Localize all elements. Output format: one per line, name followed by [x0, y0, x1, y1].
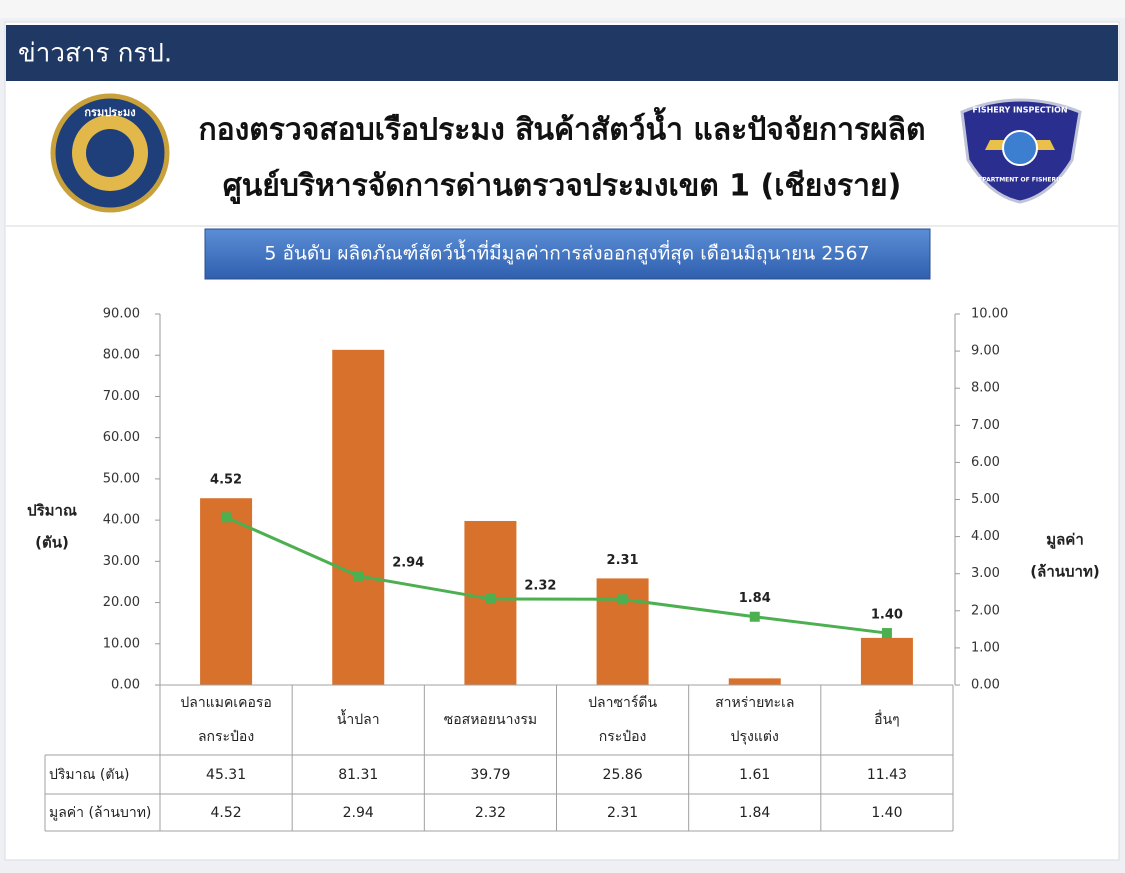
category-label: ปลาแมคเคอรอ ลกระป๋อง	[180, 695, 272, 745]
right-logo-text: FISHERY INSPECTION	[972, 106, 1067, 115]
y2-tick-label: 1.00	[971, 640, 1000, 655]
y-tick-label: 10.00	[103, 636, 140, 651]
data-label: 2.32	[524, 578, 556, 593]
table-value-box: 4.52	[210, 804, 242, 821]
right-logo: FISHERY INSPECTION DEPARTMENT OF FISHERI…	[960, 98, 1082, 204]
legend-entry: ปริมาณ (ตัน)	[49, 766, 130, 783]
y-tick-label: 60.00	[103, 430, 140, 445]
table-value-box: 45.31	[206, 766, 247, 783]
y-tick-label: 90.00	[103, 307, 140, 322]
y2-tick-label: 2.00	[971, 603, 1000, 618]
table-value: 11.43	[866, 766, 907, 783]
data-label: 1.84	[739, 591, 771, 606]
data-label: 2.94	[392, 555, 424, 570]
data-label: 4.52	[210, 473, 242, 488]
table-value-box: 1.61	[739, 766, 771, 783]
y2-tick-label: 0.00	[971, 678, 1000, 693]
table-value-box: 1.40	[871, 804, 903, 821]
bar	[860, 637, 913, 685]
table-value-box: 39.79	[470, 766, 511, 783]
category-label: สาหร่ายทะเล ปรุงแต่ง	[715, 695, 795, 745]
y-tick-label: 70.00	[103, 389, 140, 404]
data-label: 1.40	[871, 608, 903, 623]
y2-tick-label: 8.00	[971, 381, 1000, 396]
category-label: ซอสหอยนางรม	[443, 712, 538, 728]
category-label: อื่นๆ	[874, 712, 900, 728]
line-marker	[221, 512, 232, 523]
table-value: 39.79	[470, 766, 511, 783]
table-value: 2.94	[342, 804, 374, 821]
y-tick-label: 0.00	[111, 678, 140, 693]
table-value: 1.40	[871, 804, 903, 821]
table-value-box: 11.43	[866, 766, 907, 783]
y-axis-label: (ตัน)	[35, 534, 69, 552]
data-label: 2.31	[607, 553, 639, 568]
bar	[332, 349, 385, 685]
y-axis-label: ปริมาณ	[27, 502, 77, 520]
table-value: 2.31	[606, 804, 639, 821]
y-tick-label: 80.00	[103, 348, 140, 363]
category-label-box: ปลาซาร์ดีน กระป๋อง	[588, 695, 658, 745]
table-value-box: 2.94	[342, 804, 374, 821]
y2-tick-label: 10.00	[971, 307, 1008, 322]
table-value-box: 2.32	[474, 804, 506, 821]
legend-entry: มูลค่า (ล้านบาท)	[49, 804, 152, 821]
line	[225, 515, 888, 635]
line-marker	[881, 628, 892, 639]
slide-card	[4, 21, 1120, 861]
plot: 0.00 10.00 20.00 30.00 40.00 50.00 60.00 70.00 8…	[27, 307, 1100, 832]
line-marker	[485, 593, 496, 604]
chart-subtitle: ศูนย์บริหารจัดการด่านตรวจประมงเขต 1 (เชี…	[223, 169, 902, 205]
line-marker	[617, 594, 628, 605]
y2-tick-label: 4.00	[971, 529, 1000, 544]
y2-tick-label: 5.00	[971, 492, 1000, 507]
header-title: ข่าวสาร กรป.	[18, 39, 172, 69]
y-tick-label: 30.00	[103, 554, 140, 569]
top-band	[0, 0, 1125, 18]
table-value: 1.61	[739, 766, 771, 783]
category-label-box: อื่นๆ	[874, 712, 900, 728]
table-value: 2.32	[474, 804, 506, 821]
category-label-box: ปลาแมคเคอรอ ลกระป๋อง	[180, 695, 272, 745]
category-label-box: สาหร่ายทะเล ปรุงแต่ง	[715, 695, 795, 745]
category-label: น้ำปลา	[336, 712, 380, 728]
table-value-box: 81.31	[338, 766, 379, 783]
y-tick-label: 50.00	[103, 471, 140, 486]
chart-title: กองตรวจสอบเรือประมง สินค้าสัตว์น้ำ และปั…	[198, 107, 925, 148]
y2-tick-label: 9.00	[971, 344, 1000, 359]
y2-tick-label: 6.00	[971, 455, 1000, 470]
category-label-box: ซอสหอยนางรม	[443, 712, 538, 728]
table-value: 45.31	[206, 766, 247, 783]
y2-axis-label: (ล้านบาท)	[1030, 563, 1099, 581]
table-value: 25.86	[602, 766, 643, 783]
bar	[728, 678, 781, 685]
header-bar	[6, 25, 1118, 81]
line-marker	[353, 570, 364, 581]
y2-axis-label: มูลค่า	[1046, 531, 1084, 550]
category-label: ปลาซาร์ดีน กระป๋อง	[588, 695, 658, 745]
table-value-box: 1.84	[739, 804, 771, 821]
bar	[200, 498, 253, 685]
left-logo-text: กรมประมง	[84, 106, 135, 119]
legend-entry-box: มูลค่า (ล้านบาท)	[49, 804, 152, 821]
y-tick-label: 40.00	[103, 513, 140, 528]
table-value: 1.84	[739, 804, 771, 821]
category-label-box: น้ำปลา	[336, 712, 380, 728]
y-tick-label: 20.00	[103, 595, 140, 610]
legend-entry-box: ปริมาณ (ตัน)	[49, 766, 130, 783]
right-logo-text: DEPARTMENT OF FISHERIES	[973, 177, 1067, 184]
line-marker	[749, 611, 760, 622]
y2-tick-label: 7.00	[971, 418, 1000, 433]
caption-box	[204, 228, 931, 280]
y2-tick-label: 3.00	[971, 566, 1000, 581]
table-value: 4.52	[210, 804, 242, 821]
table-value-box: 2.31	[606, 804, 639, 821]
table-value-box: 25.86	[602, 766, 643, 783]
left-logo: กรมประมง	[50, 93, 170, 213]
chart-caption: 5 อันดับ ผลิตภัณฑ์สัตว์น้ำที่มีมูลค่าการ…	[264, 240, 869, 266]
table-value: 81.31	[338, 766, 379, 783]
